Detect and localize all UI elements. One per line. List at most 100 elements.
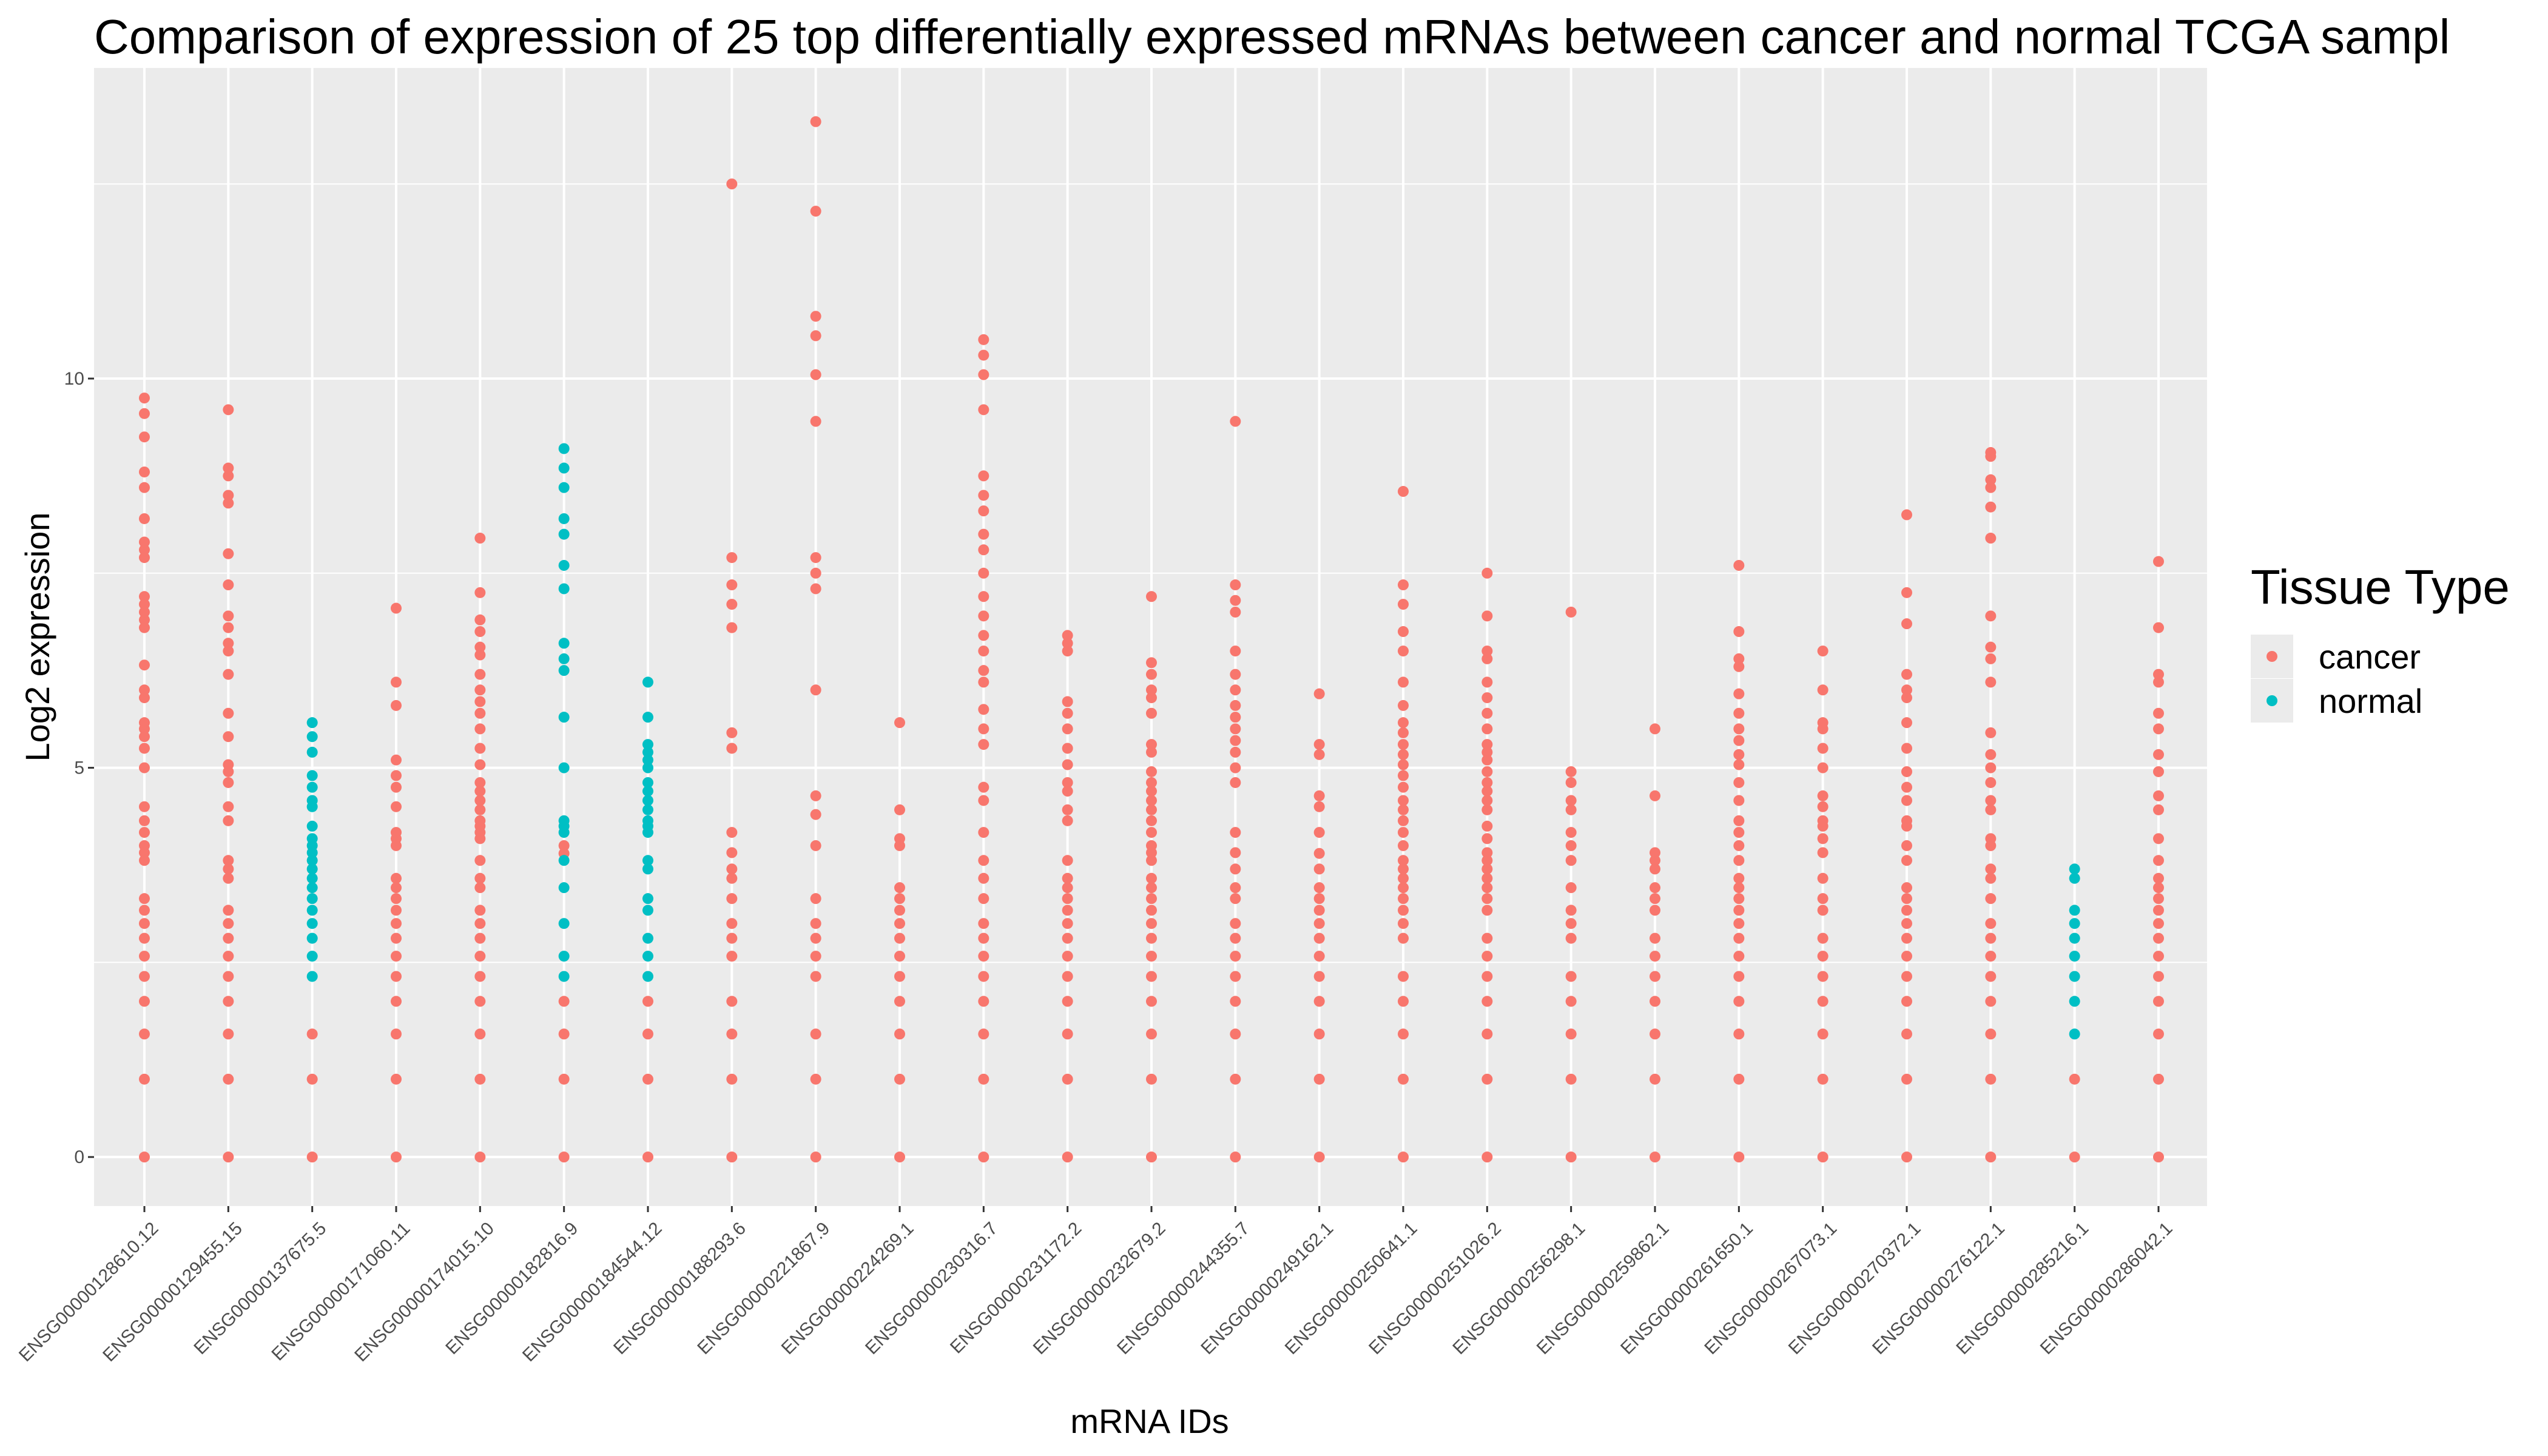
y-tick-label: 5: [74, 758, 84, 778]
data-point: [1146, 905, 1157, 916]
data-point: [642, 712, 653, 723]
data-point: [1650, 790, 1660, 801]
data-point: [1985, 1028, 1997, 1040]
data-point: [1146, 684, 1157, 696]
data-point: [1901, 692, 1912, 704]
data-point: [2153, 971, 2164, 982]
data-point: [1985, 762, 1997, 774]
data-point: [2069, 971, 2080, 982]
data-point: [1313, 749, 1325, 760]
data-point: [1398, 717, 1409, 729]
data-point: [1817, 762, 1828, 774]
data-point: [1985, 653, 1997, 664]
data-point: [1062, 918, 1073, 929]
data-point: [1398, 727, 1409, 738]
data-point: [1733, 688, 1745, 699]
data-point: [474, 932, 486, 944]
data-point: [1230, 699, 1241, 711]
data-point: [2153, 905, 2164, 916]
data-point: [642, 804, 653, 815]
data-point: [474, 1028, 486, 1040]
data-point: [1901, 781, 1912, 793]
data-point: [1398, 804, 1409, 815]
data-point: [2153, 804, 2164, 815]
data-point: [1313, 996, 1325, 1007]
x-tick-label: ENSG00000174015.10: [351, 1218, 498, 1366]
data-point: [1901, 618, 1912, 630]
data-point: [1985, 610, 1997, 622]
data-point: [223, 1073, 234, 1085]
data-point: [306, 863, 318, 875]
legend-symbol: [2267, 695, 2277, 706]
data-point: [1901, 918, 1912, 929]
data-point: [1230, 882, 1241, 894]
data-point: [1481, 707, 1493, 719]
data-point: [1146, 1151, 1157, 1163]
data-point: [139, 544, 150, 556]
data-point: [139, 827, 150, 838]
data-point: [642, 815, 653, 826]
data-point: [978, 971, 989, 982]
data-point: [642, 762, 653, 774]
data-point: [726, 552, 738, 564]
data-point: [978, 645, 989, 657]
data-point: [1650, 723, 1660, 735]
data-point: [1565, 918, 1577, 929]
data-point: [1901, 669, 1912, 680]
data-point: [642, 739, 653, 750]
data-point: [1565, 766, 1577, 777]
data-point: [978, 872, 989, 884]
chart-title: Comparison of expression of 25 top diffe…: [94, 10, 2450, 64]
data-point: [1481, 893, 1493, 905]
data-point: [894, 833, 905, 844]
data-point: [1062, 630, 1073, 641]
data-point: [1146, 591, 1157, 602]
data-point: [810, 951, 821, 962]
data-point: [1313, 848, 1325, 859]
data-point: [1398, 815, 1409, 826]
data-point: [1481, 692, 1493, 704]
data-point: [978, 795, 989, 806]
data-point: [2153, 676, 2164, 688]
data-point: [1901, 1073, 1912, 1085]
data-point: [1650, 971, 1660, 982]
data-point: [1230, 684, 1241, 696]
data-point: [1398, 486, 1409, 497]
data-point: [1565, 804, 1577, 815]
data-point: [1901, 766, 1912, 777]
data-point: [1650, 905, 1660, 916]
data-points: [139, 116, 2164, 1163]
data-point: [2153, 918, 2164, 929]
data-point: [1901, 996, 1912, 1007]
data-point: [1565, 855, 1577, 866]
data-point: [1733, 872, 1745, 884]
data-point: [1733, 932, 1745, 944]
data-point: [474, 786, 486, 797]
data-point: [1901, 971, 1912, 982]
data-point: [894, 1151, 905, 1163]
data-point: [1985, 795, 1997, 806]
data-point: [1398, 932, 1409, 944]
data-point: [139, 408, 150, 419]
data-point: [223, 855, 234, 866]
data-point: [223, 872, 234, 884]
data-point: [1481, 863, 1493, 875]
data-point: [726, 996, 738, 1007]
data-point: [391, 932, 402, 944]
data-point: [1650, 1073, 1660, 1085]
data-point: [894, 1028, 905, 1040]
data-point: [223, 548, 234, 559]
data-point: [726, 872, 738, 884]
data-point: [978, 490, 989, 501]
data-point: [1230, 606, 1241, 618]
data-point: [474, 649, 486, 661]
data-point: [139, 466, 150, 477]
data-point: [978, 1151, 989, 1163]
data-point: [2153, 707, 2164, 719]
data-point: [1398, 759, 1409, 770]
data-point: [1481, 833, 1493, 844]
data-point: [1985, 1073, 1997, 1085]
data-point: [306, 971, 318, 982]
data-point: [810, 369, 821, 380]
data-point: [2153, 996, 2164, 1007]
